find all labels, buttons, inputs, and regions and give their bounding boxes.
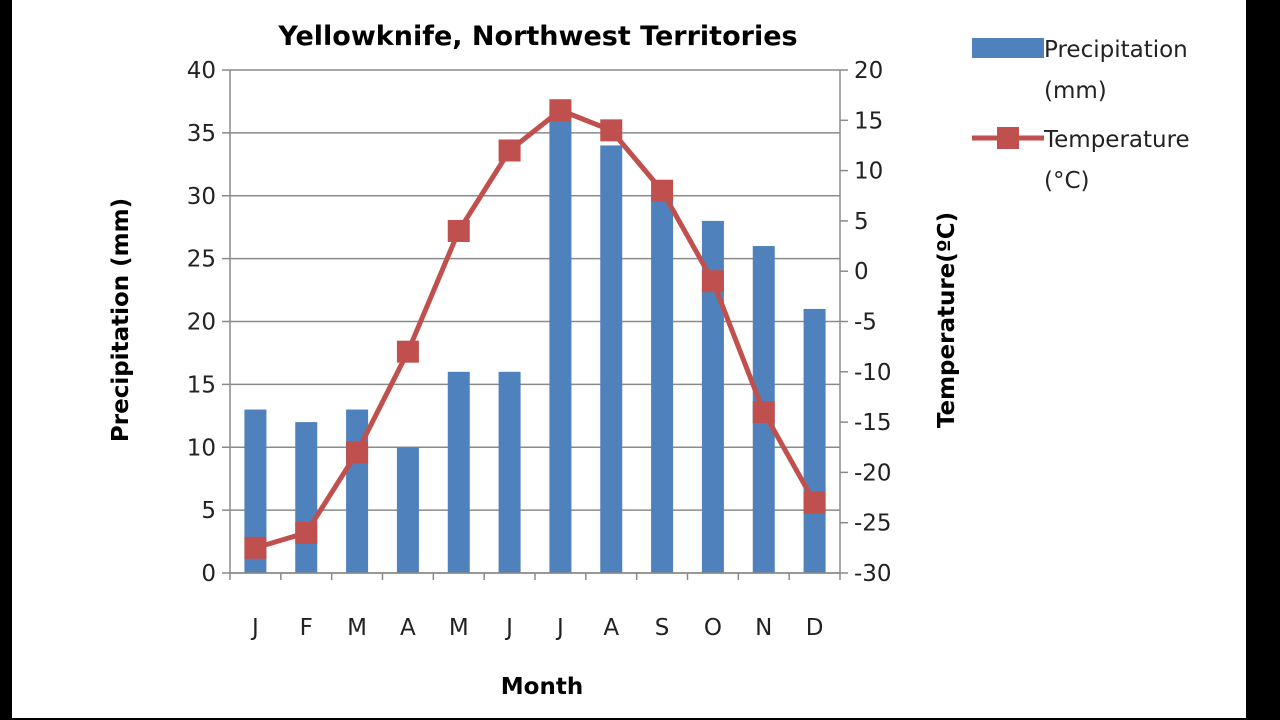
x-tick-label: J [250,615,259,641]
tick-label-left: 10 [187,435,216,461]
precipitation-bar [600,145,623,573]
temperature-marker [803,491,826,514]
temperature-marker [701,270,724,293]
legend: Precipitation (mm) Temperature (°C) [972,37,1190,194]
tick-label-right: -15 [854,410,892,436]
temperature-marker [295,521,318,544]
tick-label-right: 15 [854,108,883,134]
legend-precipitation-swatch [972,38,1044,58]
tick-label-left: 30 [187,184,216,210]
legend-temperature-marker [997,127,1019,149]
tick-label-right: -25 [854,511,892,537]
x-tick-label: D [806,615,824,641]
precipitation-bar [803,308,826,573]
temperature-marker [549,99,572,122]
temperature-series-line [254,107,817,551]
temperature-line [244,99,826,559]
tick-label-left: 25 [187,247,216,273]
temperature-marker [346,441,369,464]
legend-precipitation-label-1: Precipitation [1044,37,1188,63]
temperature-marker [600,119,623,142]
temperature-marker [752,401,775,424]
tick-label-right: 0 [854,259,869,285]
y-axis-right-label: Temperature(ºC) [934,212,960,428]
x-tick-label: A [400,615,416,641]
gridlines [230,69,840,574]
x-tick-label: F [300,615,313,641]
legend-precipitation-label-2: (mm) [1044,78,1107,104]
tick-label-right: 20 [854,58,883,84]
x-tick-label: M [347,615,367,641]
temperature-marker [447,219,470,242]
tick-label-right: -30 [854,561,892,587]
tick-label-right: -10 [854,360,892,386]
legend-temperature-label-1: Temperature [1043,127,1190,153]
right-axis-ticks: -30 -25 -20 -15 -10 -5 0 5 10 15 20 [840,58,892,587]
precipitation-bar [244,409,267,573]
temperature-marker [651,179,674,202]
precipitation-bar [701,220,724,573]
tick-label-right: 5 [854,209,869,235]
x-tick-label: M [449,615,469,641]
tick-label-left: 0 [201,561,216,587]
precipitation-bar [447,371,470,573]
tick-label-right: -20 [854,460,892,486]
temperature-marker [244,536,267,559]
x-tick-label: N [755,615,772,641]
x-axis-label: Month [501,674,583,700]
x-tick-label: S [655,615,670,641]
tick-label-left: 35 [187,121,216,147]
tick-label-right: 10 [854,159,883,185]
x-tick-label: O [704,615,722,641]
climate-chart: Yellowknife, Northwest Territories 0 5 10 1… [108,21,1190,700]
temperature-marker [498,139,521,162]
chart-title: Yellowknife, Northwest Territories [277,21,797,52]
x-tick-label: A [603,615,619,641]
precipitation-bar [295,422,318,573]
x-tick-label: J [555,615,564,641]
tick-label-left: 5 [201,498,216,524]
tick-label-left: 15 [187,372,216,398]
y-axis-left-label: Precipitation (mm) [108,198,134,442]
left-axis-ticks: 0 5 10 15 20 25 30 35 40 [187,58,230,587]
tick-label-left: 20 [187,310,216,336]
precipitation-bar [549,107,572,573]
precipitation-bar [498,371,521,573]
legend-temperature-label-2: (°C) [1044,168,1090,194]
precipitation-bar [396,447,419,573]
precipitation-bar [651,195,674,573]
tick-label-left: 40 [187,58,216,84]
chart-frame: Yellowknife, Northwest Territories 0 5 10 1… [12,0,1246,718]
temperature-marker [396,340,419,363]
tick-label-right: -5 [854,310,877,336]
x-tick-label: J [504,615,513,641]
